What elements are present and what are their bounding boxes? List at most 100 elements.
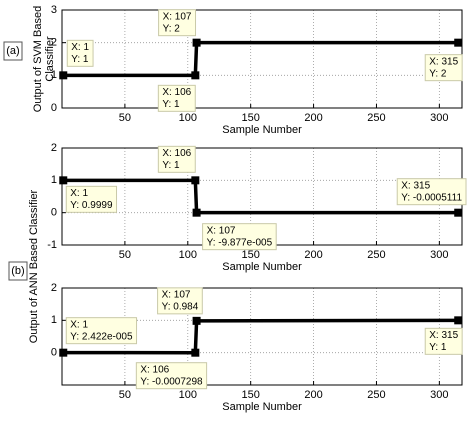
datatip-y: Y: 1 (162, 160, 180, 171)
datatip-x: X: 315 (429, 330, 458, 341)
x-tick-label: 300 (430, 112, 448, 124)
datatip-box (202, 223, 277, 251)
x-tick-label: 200 (304, 389, 322, 401)
data-point (59, 71, 68, 80)
x-tick-label: 200 (304, 249, 322, 261)
datatip-box (157, 84, 196, 112)
x-tick-label: 250 (367, 249, 385, 261)
x-tick-label: 250 (367, 112, 385, 124)
data-point (59, 176, 68, 185)
x-tick-label: 150 (241, 389, 259, 401)
panel-label-box (3, 41, 23, 61)
datatip-y: Y: 2.422e-005 (70, 331, 133, 342)
data-point (191, 71, 200, 80)
datatip: X: 1Y: 1 (66, 39, 94, 67)
datatip-y: Y: -0.0007298 (140, 376, 203, 387)
datatip-box (65, 185, 118, 213)
y-tick-label: 1 (51, 69, 57, 81)
panel-label: (a) (6, 45, 19, 57)
y-tick-label: 0 (51, 207, 57, 219)
datatip-x: X: 106 (140, 364, 169, 375)
y-tick-label: 1 (51, 174, 57, 186)
y-tick-label: 0 (51, 102, 57, 114)
y-axis-label: Classifier (44, 36, 56, 82)
x-tick-label: 100 (179, 112, 197, 124)
datatip-x: X: 315 (401, 180, 430, 191)
x-tick-label: 100 (179, 389, 197, 401)
datatip-x: X: 107 (163, 11, 192, 22)
data-line (63, 40, 459, 78)
datatip-x: X: 1 (70, 188, 88, 199)
plot-area (62, 10, 462, 108)
datatip-x: X: 315 (429, 56, 458, 67)
datatip-x: X: 106 (162, 87, 191, 98)
data-line (63, 178, 459, 215)
datatip-y: Y: 2 (163, 23, 181, 34)
datatip-box (66, 39, 94, 67)
data-point (192, 208, 201, 217)
x-axis-label: Sample Number (222, 401, 302, 413)
data-point (59, 348, 68, 357)
datatip-y: Y: 1 (71, 54, 89, 65)
datatip-x: X: 106 (162, 148, 191, 159)
datatip-y: Y: 0.984 (162, 301, 199, 312)
y-tick-label: 1 (51, 314, 57, 326)
y-tick-label: 2 (51, 142, 57, 154)
x-tick-label: 100 (179, 249, 197, 261)
x-tick-label: 250 (367, 389, 385, 401)
y-tick-label: 2 (51, 37, 57, 49)
datatip-x: X: 107 (162, 289, 191, 300)
data-point (454, 316, 463, 325)
datatip-box (157, 145, 196, 173)
datatip-y: Y: 1 (162, 99, 180, 110)
data-point (191, 176, 200, 185)
datatip-box (424, 327, 463, 355)
x-tick-label: 50 (119, 389, 131, 401)
datatip-y: Y: 2 (429, 68, 447, 79)
datatip-box (158, 9, 197, 37)
x-tick-label: 150 (241, 112, 259, 124)
x-tick-label: 50 (119, 112, 131, 124)
data-line (63, 318, 459, 355)
y-tick-label: -1 (47, 239, 57, 251)
datatip: X: 1Y: 0.9999 (65, 185, 118, 213)
x-tick-label: 50 (119, 249, 131, 261)
x-tick-label: 150 (241, 249, 259, 261)
datatip-y: Y: -0.0005111 (401, 192, 462, 203)
datatip-box (396, 178, 467, 206)
datatip-box (157, 287, 203, 315)
datatip-x: X: 1 (70, 319, 88, 330)
x-tick-label: 200 (304, 112, 322, 124)
y-tick-label: 3 (51, 4, 57, 16)
x-tick-label: 300 (430, 249, 448, 261)
y-axis-label: Output of SVM Based (32, 6, 44, 112)
panel-label: (b) (11, 265, 24, 277)
x-axis-label: Sample Number (222, 261, 302, 273)
y-tick-label: 0 (51, 347, 57, 359)
datatip-y: Y: 1 (429, 342, 447, 353)
data-point (191, 348, 200, 357)
y-tick-label: 2 (51, 282, 57, 294)
data-point (454, 208, 463, 217)
x-tick-label: 300 (430, 389, 448, 401)
datatip-box (424, 54, 463, 82)
datatip-y: Y: 0.9999 (70, 200, 113, 211)
datatip-box (65, 317, 138, 345)
datatip-x: X: 1 (71, 42, 89, 53)
datatip-x: X: 107 (207, 225, 236, 236)
datatip-y: Y: -9.877e-005 (207, 237, 273, 248)
datatip-box (135, 362, 208, 390)
data-point (454, 38, 463, 47)
datatip: X: 1Y: 2.422e-005 (65, 317, 138, 345)
data-point (192, 316, 201, 325)
